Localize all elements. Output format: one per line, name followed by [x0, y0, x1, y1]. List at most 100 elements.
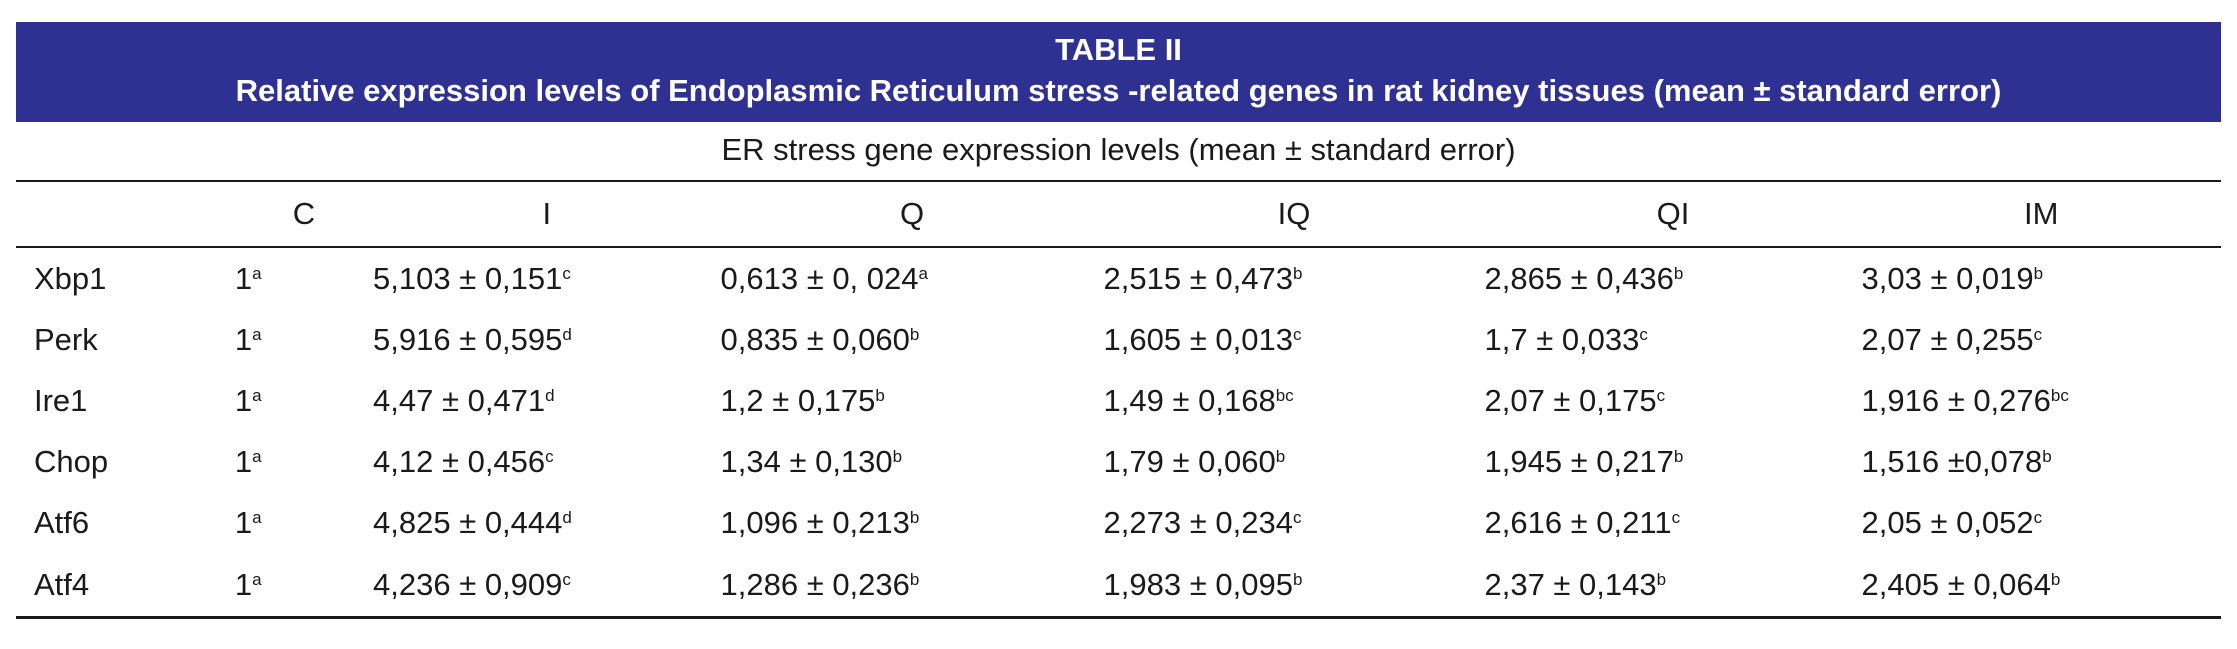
significance-letter: b [1292, 569, 1303, 589]
expression-table: TABLE II Relative expression levels of E… [16, 22, 2221, 619]
gene-name-cell: Xbp1 [34, 260, 107, 296]
value-cell-q: 1,34 ± 0,130b [721, 431, 1104, 492]
significance-letter: b [909, 569, 920, 589]
value-cell-qi: 2,07 ± 0,175c [1484, 370, 1861, 431]
value-cell-iq: 1,79 ± 0,060b [1104, 431, 1485, 492]
value-text: 1,516 ±0,078 [1861, 443, 2043, 479]
value-cell-qi: 1,945 ± 0,217b [1484, 431, 1861, 492]
value-cell-i: 5,916 ± 0,595d [373, 309, 721, 370]
value-text: 1 [234, 321, 253, 357]
value-text: 4,12 ± 0,456 [373, 443, 546, 479]
column-header-qi: QI [1484, 182, 1862, 248]
significance-letter: c [562, 263, 571, 283]
table-row: Atf4 1a 4,236 ± 0,909c 1,286 ± 0,236b 1,983 … [16, 553, 2221, 619]
significance-letter: b [2042, 446, 2052, 466]
table-row: Chop 1a 4,12 ± 0,456c 1,34 ± 0,130b 1,79 ± 0… [16, 431, 2221, 492]
value-cell-iq: 1,983 ± 0,095b [1103, 553, 1485, 619]
value-cell-im: 1,916 ± 0,276bc [1862, 370, 2222, 431]
value-cell-c: 1a [235, 247, 373, 309]
value-text: 2,05 ± 0,052 [1861, 504, 2034, 540]
data-table: C I Q IQ QI IM Xbp1 1a 5,103 ± 0,151c 0,613… [16, 182, 2221, 619]
value-text: 2,616 ± 0,211 [1484, 504, 1672, 540]
value-text: 1 [234, 260, 253, 296]
value-cell-q: 1,286 ± 0,236b [720, 553, 1104, 619]
significance-letter: b [875, 385, 885, 405]
gene-name-cell: Atf4 [16, 553, 235, 619]
significance-letter: c [2033, 324, 2043, 344]
column-header-i: I [373, 182, 721, 248]
table-row: Atf6 1a 4,825 ± 0,444d 1,096 ± 0,213b 2,273 … [16, 492, 2221, 553]
significance-letter: a [252, 446, 262, 466]
value-text: 1,7 ± 0,033 [1484, 321, 1640, 357]
value-text: 1,096 ± 0,213 [720, 504, 910, 540]
column-header-iq: IQ [1103, 182, 1485, 248]
table-title: TABLE II [1055, 32, 1182, 67]
value-cell-c: 1a [235, 370, 373, 431]
significance-letter: b [909, 324, 920, 344]
significance-letter: a [252, 324, 262, 344]
column-header-c: C [234, 182, 373, 248]
value-cell-c: 1a [235, 309, 373, 370]
value-text: 1,945 ± 0,217 [1484, 443, 1674, 479]
value-cell-im: 1,516 ±0,078b [1862, 431, 2222, 492]
value-text: 5,103 ± 0,151 [373, 260, 563, 296]
column-header-q: Q [720, 182, 1104, 248]
value-text: 1,79 ± 0,060 [1103, 443, 1276, 479]
value-cell-qi: 1,7 ± 0,033c [1484, 309, 1861, 370]
significance-letter: bc [1275, 385, 1294, 405]
significance-letter: c [1292, 324, 1302, 344]
table-row: Ire1 1a 4,47 ± 0,471d 1,2 ± 0,175b 1,49 ± 0,… [16, 370, 2221, 431]
gene-name-cell: Chop [34, 443, 109, 479]
value-text: 1 [234, 504, 253, 540]
significance-letter: a [252, 569, 262, 589]
value-text: 1,49 ± 0,168 [1103, 382, 1276, 418]
value-cell-iq: 1,49 ± 0,168bc [1104, 370, 1485, 431]
value-text: 3,03 ± 0,019 [1861, 260, 2034, 296]
column-header-gene [16, 182, 235, 248]
value-cell-q: 0,835 ± 0,060b [721, 309, 1104, 370]
value-text: 4,825 ± 0,444 [373, 504, 563, 540]
value-text: 2,865 ± 0,436 [1484, 260, 1674, 296]
value-text: 2,273 ± 0,234 [1103, 504, 1293, 540]
significance-letter: c [1656, 385, 1666, 405]
significance-letter: b [1292, 263, 1303, 283]
value-text: 2,515 ± 0,473 [1103, 260, 1293, 296]
value-text: 1,983 ± 0,095 [1103, 566, 1293, 602]
value-text: 2,07 ± 0,255 [1861, 321, 2034, 357]
significance-letter: a [252, 263, 262, 283]
value-text: 0,835 ± 0,060 [720, 321, 910, 357]
value-text: 1 [234, 566, 253, 602]
value-text: 4,236 ± 0,909 [373, 566, 563, 602]
value-text: 1,2 ± 0,175 [720, 382, 876, 418]
value-cell-q: 0,613 ± 0, 024a [721, 247, 1104, 309]
table-row: Perk 1a 5,916 ± 0,595d 0,835 ± 0,060b 1,605 … [16, 309, 2221, 370]
value-text: 1,605 ± 0,013 [1103, 321, 1293, 357]
significance-letter: b [1673, 446, 1684, 466]
value-cell-im: 2,405 ± 0,064b [1861, 553, 2221, 619]
significance-letter: b [1275, 446, 1286, 466]
value-text: 1 [234, 382, 253, 418]
significance-letter: bc [2050, 385, 2069, 405]
significance-letter: c [2033, 507, 2043, 527]
significance-letter: c [562, 569, 571, 589]
value-text: 2,405 ± 0,064 [1861, 566, 2051, 602]
value-cell-i: 4,236 ± 0,909c [373, 553, 721, 619]
significance-letter: c [545, 446, 554, 466]
value-text: 1 [234, 443, 253, 479]
significance-letter: d [562, 507, 572, 527]
significance-letter: d [545, 385, 555, 405]
value-cell-iq: 2,515 ± 0,473b [1104, 247, 1485, 309]
gene-name-cell: Ire1 [34, 382, 88, 418]
value-cell-qi: 2,37 ± 0,143b [1484, 553, 1862, 619]
significance-letter: c [1639, 324, 1648, 344]
significance-letter: a [918, 263, 928, 283]
value-cell-c: 1a [234, 553, 373, 619]
significance-letter: a [252, 385, 262, 405]
significance-letter: b [909, 507, 920, 527]
value-text: 2,37 ± 0,143 [1484, 566, 1657, 602]
value-cell-im: 3,03 ± 0,019b [1862, 247, 2222, 309]
value-cell-im: 2,07 ± 0,255c [1862, 309, 2222, 370]
value-cell-c: 1a [235, 492, 373, 553]
value-cell-c: 1a [235, 431, 373, 492]
gene-name-cell: Perk [34, 321, 98, 357]
